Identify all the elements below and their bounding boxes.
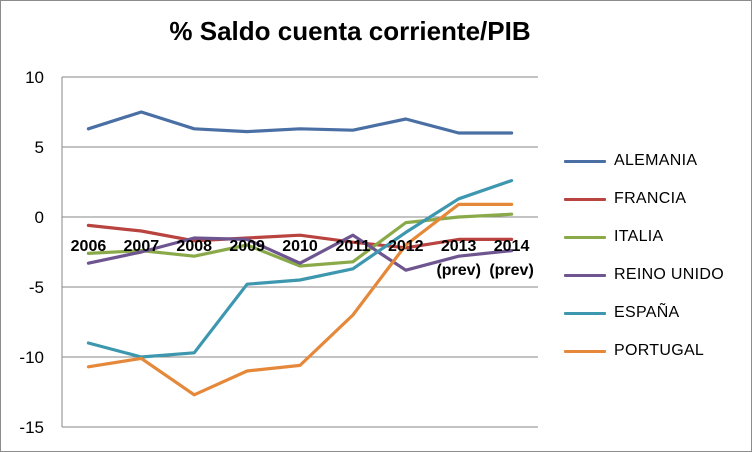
y-tick-label: 10 xyxy=(25,68,44,87)
x-tick-label: 2006 xyxy=(71,238,107,255)
legend-label: ITALIA xyxy=(614,228,664,245)
legend-item: PORTUGAL xyxy=(564,332,744,370)
legend-swatch xyxy=(564,159,606,163)
legend-label: ALEMANIA xyxy=(614,152,698,169)
legend-item: ITALIA xyxy=(564,218,744,256)
x-tick-label: 2012 xyxy=(388,238,424,255)
legend-label: FRANCIA xyxy=(614,190,687,207)
x-tick-label: 2010 xyxy=(282,238,318,255)
legend-swatch xyxy=(564,349,606,353)
y-tick-label: 0 xyxy=(35,208,44,227)
series-line-españa xyxy=(86,179,514,359)
legend-swatch xyxy=(564,311,606,315)
legend-swatch xyxy=(564,197,606,201)
series-line-alemania xyxy=(86,110,514,135)
x-tick-label: 2009 xyxy=(229,238,265,255)
series-line-portugal xyxy=(86,202,514,397)
x-tick-label: (prev) xyxy=(489,262,533,279)
legend-label: ESPAÑA xyxy=(614,304,680,321)
x-tick-label: 2013 xyxy=(441,238,477,255)
x-tick-label: 2011 xyxy=(336,238,371,255)
series-line-reino-unido xyxy=(86,233,514,272)
legend-item: REINO UNIDO xyxy=(564,256,744,294)
x-tick-label: 2007 xyxy=(124,238,160,255)
y-tick-label: -5 xyxy=(29,278,44,297)
legend-item: ALEMANIA xyxy=(564,142,744,180)
chart-title: % Saldo cuenta corriente/PIB xyxy=(169,16,531,46)
legend-item: FRANCIA xyxy=(564,180,744,218)
series-line-francia xyxy=(86,223,514,250)
chart-legend: ALEMANIA FRANCIA ITALIA REINO UNIDO ESPAÑA PO… xyxy=(564,142,744,370)
y-tick-label: 5 xyxy=(35,138,44,157)
legend-label: REINO UNIDO xyxy=(614,266,724,283)
x-tick-label: (prev) xyxy=(436,262,480,279)
y-tick-label: -10 xyxy=(19,348,44,367)
legend-label: PORTUGAL xyxy=(614,342,705,359)
legend-swatch xyxy=(564,273,606,277)
x-tick-label: 2008 xyxy=(176,238,212,255)
x-tick-label: 2014 xyxy=(494,238,530,255)
y-tick-label: -15 xyxy=(19,418,44,437)
legend-swatch xyxy=(564,235,606,239)
legend-item: ESPAÑA xyxy=(564,294,744,332)
